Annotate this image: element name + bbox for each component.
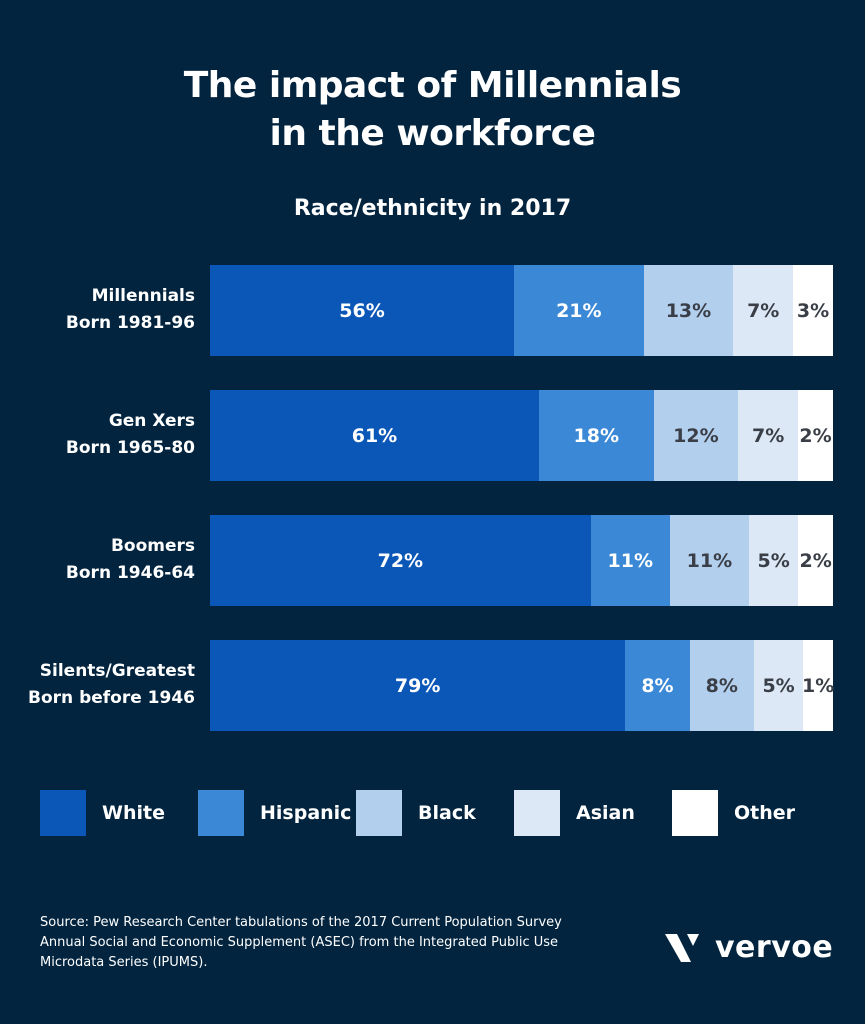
chart-subtitle: Race/ethnicity in 2017	[293, 196, 572, 221]
legend-swatch	[672, 790, 718, 836]
category-name: Gen Xers	[108, 411, 195, 431]
legend-label: White	[102, 802, 165, 824]
legend-swatch	[198, 790, 244, 836]
logo-text: vervoe	[715, 930, 834, 965]
category-name: Millennials	[91, 286, 195, 306]
bar-row: Silents/Greatest Born before 1946 79% 8% 8% 5…	[0, 640, 865, 731]
chart-title: The impact of Millennials in the workfor…	[0, 62, 865, 158]
bar-segment-hispanic: 8%	[625, 640, 690, 731]
bar-segment-white: 56%	[210, 265, 515, 356]
stacked-bar: 79% 8% 8% 5% 1%	[210, 640, 834, 731]
legend-label: Other	[734, 802, 796, 824]
title-line-2: in the workforce	[269, 113, 596, 154]
bar-segment-hispanic: 11%	[590, 515, 670, 606]
category-years: Born 1965-80	[65, 438, 195, 458]
bar-segment-asian: 5%	[753, 640, 804, 731]
bar-row: Boomers Born 1946-64 72% 11% 11% 5% 2%	[0, 515, 865, 606]
legend-swatch	[40, 790, 86, 836]
legend: White Hispanic Black Asian Other	[40, 790, 830, 836]
source-note: Source: Pew Research Center tabulations …	[40, 915, 562, 970]
category-name: Silents/Greatest	[39, 661, 195, 681]
bar-row: Gen Xers Born 1965-80 61% 18% 12% 7% 2%	[0, 390, 865, 481]
bar-segment-white: 61%	[210, 390, 539, 481]
category-label: Gen Xers Born 1965-80	[66, 408, 195, 462]
legend-label: Hispanic	[260, 802, 352, 824]
vervoe-v-logo-icon	[665, 933, 699, 962]
stacked-bar: 61% 18% 12% 7% 2%	[210, 390, 833, 481]
bar-segment-white: 79%	[210, 640, 626, 731]
bar-segment-asian: 7%	[733, 265, 794, 356]
stacked-bar: 56% 21% 13% 7% 3%	[210, 265, 833, 356]
bar-segment-other: 2%	[798, 390, 833, 481]
category-years: Born 1946-64	[65, 563, 195, 583]
legend-swatch	[514, 790, 560, 836]
bar-segment-other: 1%	[802, 640, 834, 731]
title-line-1: The impact of Millennials	[183, 65, 682, 106]
bar-segment-black: 11%	[669, 515, 749, 606]
bar-segment-asian: 5%	[748, 515, 799, 606]
category-label: Silents/Greatest Born before 1946	[28, 658, 195, 712]
legend-item: Asian	[514, 790, 672, 836]
legend-item: White	[40, 790, 198, 836]
bar-segment-black: 12%	[653, 390, 739, 481]
category-years: Born before 1946	[28, 688, 195, 708]
stacked-bar: 72% 11% 11% 5% 2%	[210, 515, 833, 606]
bar-segment-black: 13%	[643, 265, 734, 356]
legend-item: Hispanic	[198, 790, 356, 836]
bar-segment-asian: 7%	[738, 390, 799, 481]
legend-item: Other	[672, 790, 830, 836]
vervoe-logo: vervoe	[665, 930, 833, 965]
category-name: Boomers	[110, 536, 195, 556]
bar-segment-hispanic: 18%	[538, 390, 654, 481]
category-label: Boomers Born 1946-64	[66, 533, 195, 587]
bar-segment-black: 8%	[689, 640, 754, 731]
bar-segment-white: 72%	[210, 515, 591, 606]
category-label: Millennials Born 1981-96	[66, 283, 195, 337]
bar-segment-other: 3%	[793, 265, 833, 356]
bar-segment-hispanic: 21%	[514, 265, 644, 356]
legend-label: Asian	[576, 802, 635, 824]
category-years: Born 1981-96	[65, 313, 195, 333]
bar-row: Millennials Born 1981-96 56% 21% 13% 7% 3%	[0, 265, 865, 356]
legend-item: Black	[356, 790, 514, 836]
legend-swatch	[356, 790, 402, 836]
bar-segment-other: 2%	[798, 515, 833, 606]
legend-label: Black	[418, 802, 476, 824]
